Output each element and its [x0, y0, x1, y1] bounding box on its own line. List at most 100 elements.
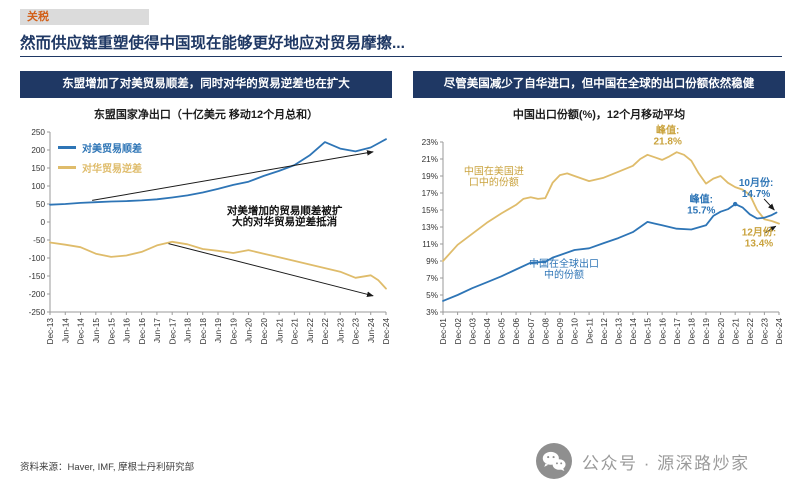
svg-text:Dec-07: Dec-07 — [527, 318, 536, 345]
svg-text:中国在美国进: 中国在美国进 — [464, 164, 524, 177]
svg-text:中的份额: 中的份额 — [544, 268, 584, 281]
legend-label-us-surplus: 对美贸易顺差 — [82, 144, 142, 155]
svg-text:Dec-10: Dec-10 — [571, 318, 580, 345]
svg-text:200: 200 — [31, 146, 45, 155]
left-panel-header: 东盟增加了对美贸易顺差，同时对华的贸易逆差也在扩大 — [20, 71, 392, 98]
svg-text:Jun-22: Jun-22 — [306, 318, 315, 343]
svg-text:Dec-22: Dec-22 — [746, 318, 755, 345]
svg-text:21.8%: 21.8% — [654, 137, 682, 148]
left-panel: 东盟增加了对美贸易顺差，同时对华的贸易逆差也在扩大 东盟国家净出口（十亿美元 移… — [20, 71, 392, 363]
svg-text:Jun-20: Jun-20 — [245, 318, 254, 343]
svg-text:Dec-02: Dec-02 — [454, 318, 463, 345]
svg-text:Dec-06: Dec-06 — [512, 318, 521, 345]
svg-text:Jun-19: Jun-19 — [214, 318, 223, 343]
svg-text:Dec-16: Dec-16 — [138, 318, 147, 345]
svg-text:Dec-19: Dec-19 — [702, 318, 711, 345]
svg-text:Dec-18: Dec-18 — [199, 318, 208, 345]
svg-text:Dec-24: Dec-24 — [382, 318, 391, 345]
svg-text:Dec-20: Dec-20 — [260, 318, 269, 345]
source-note: 资料来源：Haver, IMF, 摩根士丹利研究部 — [20, 462, 195, 473]
svg-text:Dec-23: Dec-23 — [761, 318, 770, 345]
svg-text:Dec-12: Dec-12 — [600, 318, 609, 345]
svg-text:Dec-01: Dec-01 — [439, 318, 448, 345]
svg-text:Dec-08: Dec-08 — [541, 318, 550, 345]
svg-text:Dec-17: Dec-17 — [168, 318, 177, 345]
svg-text:17%: 17% — [422, 189, 438, 198]
svg-text:Dec-14: Dec-14 — [77, 318, 86, 345]
svg-text:Dec-11: Dec-11 — [585, 318, 594, 344]
svg-text:Jun-21: Jun-21 — [275, 318, 284, 343]
svg-text:Dec-05: Dec-05 — [498, 318, 507, 345]
svg-text:13.4%: 13.4% — [745, 239, 773, 250]
svg-text:3%: 3% — [426, 308, 438, 317]
right-panel-header: 尽管美国减少了自华进口，但中国在全球的出口份额依然稳健 — [413, 71, 785, 98]
svg-text:15.7%: 15.7% — [687, 205, 715, 216]
svg-text:Dec-09: Dec-09 — [556, 318, 565, 345]
svg-text:14.7%: 14.7% — [742, 189, 770, 200]
svg-text:-200: -200 — [29, 290, 46, 299]
right-chart-title: 中国出口份额(%)，12个月移动平均 — [512, 109, 686, 121]
svg-text:中国在全球出口: 中国在全球出口 — [529, 257, 599, 270]
asean-net-exports-chart: 250 200 150 100 50 0 -50 -100 -150 -200 -250Dec-13… — [29, 128, 392, 345]
svg-text:Dec-20: Dec-20 — [717, 318, 726, 345]
right-panel: 尽管美国减少了自华进口，但中国在全球的出口份额依然稳健 中国出口份额(%)，12… — [413, 71, 785, 363]
svg-text:Dec-15: Dec-15 — [107, 318, 116, 345]
svg-text:0: 0 — [40, 218, 45, 227]
svg-text:Dec-21: Dec-21 — [731, 318, 740, 345]
svg-text:Dec-21: Dec-21 — [291, 318, 300, 345]
svg-text:11%: 11% — [422, 240, 438, 249]
svg-text:150: 150 — [31, 164, 45, 173]
svg-text:Dec-13: Dec-13 — [46, 318, 55, 345]
china-export-share-chart: 23% 21% 19% 17% 15% 13% 11% 9% 7% 5% 3%Dec-01 Dec-0… — [422, 124, 785, 345]
svg-text:Dec-16: Dec-16 — [658, 318, 667, 345]
svg-text:Dec-17: Dec-17 — [673, 318, 682, 345]
svg-text:Jun-18: Jun-18 — [184, 318, 193, 343]
svg-text:峰值:: 峰值: — [656, 124, 679, 137]
export-share-chart-area: 23% 21% 19% 17% 15% 13% 11% 9% 7% 5% 3% Dec-01 Dec-0… — [413, 124, 785, 363]
svg-text:7%: 7% — [426, 274, 438, 283]
asean-chart-area: 250 200 150 100 50 0 -50 -100 -150 -200 -250 Dec-13… — [20, 124, 392, 363]
svg-text:-250: -250 — [29, 308, 46, 317]
legend-item-china-deficit: 对华贸易逆差 — [58, 160, 142, 175]
legend-item-us-surplus: 对美贸易顺差 — [58, 140, 142, 155]
svg-text:250: 250 — [31, 128, 45, 137]
svg-text:-100: -100 — [29, 254, 46, 263]
svg-text:Dec-19: Dec-19 — [229, 318, 238, 345]
svg-text:Dec-22: Dec-22 — [321, 318, 330, 345]
svg-text:Dec-13: Dec-13 — [615, 318, 624, 345]
svg-text:50: 50 — [36, 200, 46, 209]
svg-text:19%: 19% — [422, 172, 438, 181]
svg-text:口中的份额: 口中的份额 — [469, 175, 519, 188]
svg-text:9%: 9% — [426, 257, 438, 266]
svg-text:Jun-17: Jun-17 — [153, 318, 162, 343]
svg-text:Dec-18: Dec-18 — [688, 318, 697, 345]
svg-text:大的对华贸易逆差抵消: 大的对华贸易逆差抵消 — [232, 215, 337, 228]
legend-swatch-gold — [58, 166, 76, 169]
svg-text:对美增加的贸易顺差被扩: 对美增加的贸易顺差被扩 — [227, 204, 343, 217]
svg-text:Jun-24: Jun-24 — [367, 318, 376, 343]
svg-text:15%: 15% — [422, 206, 438, 215]
svg-text:-150: -150 — [29, 272, 46, 281]
svg-text:Jun-16: Jun-16 — [123, 318, 132, 343]
svg-text:Dec-23: Dec-23 — [352, 318, 361, 345]
left-chart-title: 东盟国家净出口（十亿美元 移动12个月总和） — [93, 109, 319, 121]
svg-text:21%: 21% — [422, 155, 438, 164]
svg-text:100: 100 — [31, 182, 45, 191]
svg-text:Dec-03: Dec-03 — [468, 318, 477, 345]
svg-text:Dec-24: Dec-24 — [775, 318, 784, 345]
wechat-icon — [536, 443, 572, 479]
svg-text:5%: 5% — [426, 291, 438, 300]
svg-text:23%: 23% — [422, 138, 438, 147]
legend-label-china-deficit: 对华贸易逆差 — [82, 164, 142, 175]
section-tag: 关税 — [20, 9, 149, 25]
page-title: 然而供应链重塑使得中国现在能够更好地应对贸易摩擦... — [20, 35, 405, 52]
svg-text:12月份:: 12月份: — [742, 226, 776, 239]
svg-text:10月份:: 10月份: — [739, 176, 773, 189]
chart-legend: 对美贸易顺差 对华贸易逆差 — [58, 140, 142, 180]
svg-text:Dec-14: Dec-14 — [629, 318, 638, 345]
title-divider — [20, 56, 782, 57]
legend-swatch-blue — [58, 146, 76, 149]
svg-text:13%: 13% — [422, 223, 438, 232]
watermark-text: 公众号 · 源深路炒家 — [582, 453, 750, 473]
